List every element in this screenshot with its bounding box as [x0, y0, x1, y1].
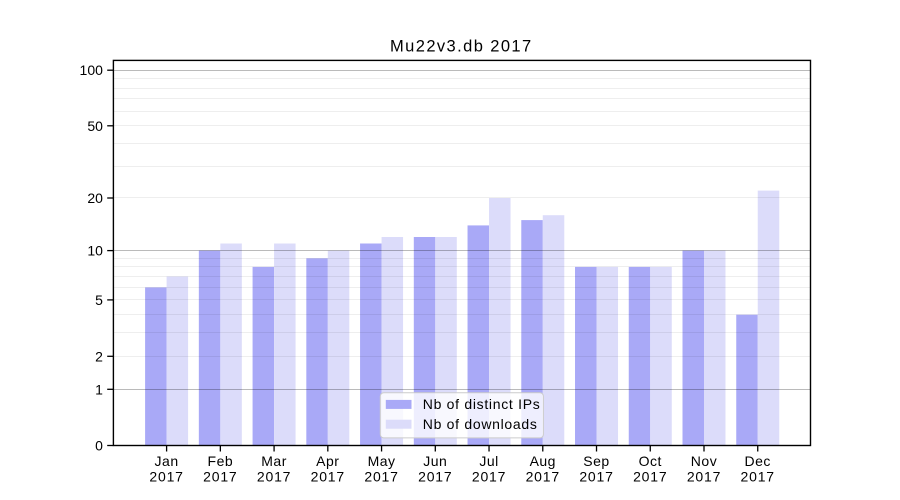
svg-text:Jun: Jun: [423, 453, 447, 469]
svg-text:2017: 2017: [472, 469, 506, 485]
svg-text:Jan: Jan: [155, 453, 179, 469]
svg-text:50: 50: [87, 118, 103, 134]
svg-text:1: 1: [95, 381, 103, 397]
svg-text:2: 2: [95, 348, 103, 364]
svg-text:2017: 2017: [526, 469, 560, 485]
svg-text:Apr: Apr: [316, 453, 339, 469]
svg-text:Mu22v3.db 2017: Mu22v3.db 2017: [390, 38, 533, 56]
svg-text:Nb of downloads: Nb of downloads: [423, 416, 538, 432]
svg-text:May: May: [368, 453, 396, 469]
svg-text:2017: 2017: [149, 469, 183, 485]
svg-text:5: 5: [95, 292, 103, 308]
svg-text:0: 0: [95, 438, 103, 454]
svg-text:Feb: Feb: [208, 453, 234, 469]
svg-text:Oct: Oct: [639, 453, 662, 469]
svg-text:Dec: Dec: [745, 453, 771, 469]
svg-text:100: 100: [80, 62, 104, 78]
svg-text:2017: 2017: [257, 469, 291, 485]
svg-text:2017: 2017: [579, 469, 613, 485]
svg-text:2017: 2017: [418, 469, 452, 485]
svg-text:2017: 2017: [311, 469, 345, 485]
svg-text:2017: 2017: [633, 469, 667, 485]
svg-text:Aug: Aug: [530, 453, 556, 469]
svg-text:2017: 2017: [203, 469, 237, 485]
svg-text:2017: 2017: [687, 469, 721, 485]
svg-text:Mar: Mar: [261, 453, 287, 469]
svg-text:20: 20: [87, 190, 103, 206]
svg-text:Nov: Nov: [691, 453, 717, 469]
svg-text:Nb of distinct IPs: Nb of distinct IPs: [423, 396, 541, 412]
svg-text:Jul: Jul: [479, 453, 498, 469]
svg-text:2017: 2017: [741, 469, 775, 485]
svg-text:2017: 2017: [364, 469, 398, 485]
svg-text:Sep: Sep: [583, 453, 609, 469]
svg-text:10: 10: [87, 243, 103, 259]
